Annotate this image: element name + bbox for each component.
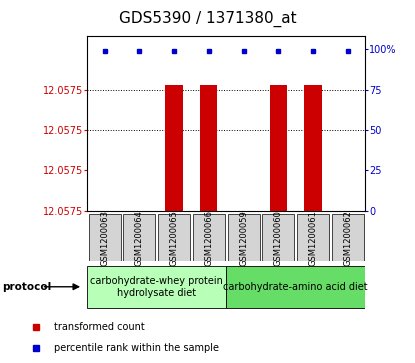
Bar <box>158 214 190 261</box>
Text: GSM1200062: GSM1200062 <box>343 210 352 266</box>
Text: percentile rank within the sample: percentile rank within the sample <box>54 343 220 354</box>
Text: GSM1200059: GSM1200059 <box>239 210 248 266</box>
Bar <box>123 214 155 261</box>
Bar <box>226 266 365 308</box>
Text: GSM1200060: GSM1200060 <box>274 210 283 266</box>
Bar <box>270 85 287 211</box>
Text: GSM1200063: GSM1200063 <box>100 210 109 266</box>
Bar <box>88 214 120 261</box>
Text: transformed count: transformed count <box>54 322 145 332</box>
Text: GDS5390 / 1371380_at: GDS5390 / 1371380_at <box>119 11 296 27</box>
Bar <box>262 214 294 261</box>
Bar <box>165 85 183 211</box>
Bar <box>227 214 259 261</box>
Bar <box>304 85 322 211</box>
Bar <box>200 85 217 211</box>
Text: carbohydrate-whey protein
hydrolysate diet: carbohydrate-whey protein hydrolysate di… <box>90 276 223 298</box>
Text: protocol: protocol <box>2 282 51 292</box>
Bar <box>297 214 329 261</box>
Bar <box>87 266 226 308</box>
Text: GSM1200061: GSM1200061 <box>309 210 317 266</box>
Text: carbohydrate-amino acid diet: carbohydrate-amino acid diet <box>223 282 368 292</box>
Text: GSM1200065: GSM1200065 <box>170 210 178 266</box>
Text: GSM1200066: GSM1200066 <box>204 210 213 266</box>
Bar <box>193 214 225 261</box>
Bar <box>332 214 364 261</box>
Text: GSM1200064: GSM1200064 <box>135 210 144 266</box>
